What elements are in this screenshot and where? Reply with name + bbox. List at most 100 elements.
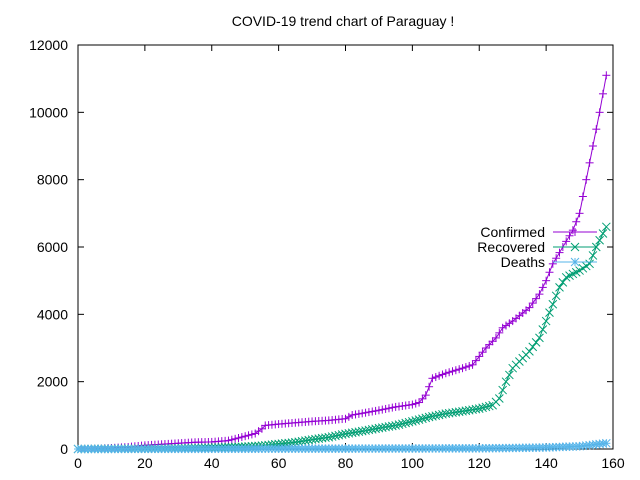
- legend-label-recovered: Recovered: [477, 239, 545, 255]
- data-point-confirmed: [555, 248, 564, 257]
- data-point-confirmed: [428, 374, 437, 383]
- x-tick-label: 0: [74, 455, 82, 471]
- data-point-recovered: [535, 333, 544, 343]
- data-point-confirmed: [538, 283, 547, 292]
- data-point-confirmed: [438, 370, 447, 379]
- data-point-recovered: [598, 229, 608, 238]
- data-point-confirmed: [542, 276, 551, 285]
- data-point-confirmed: [435, 371, 444, 380]
- series-deaths: [73, 438, 611, 454]
- data-point-confirmed: [381, 404, 390, 413]
- y-tick-label: 10000: [29, 104, 68, 120]
- x-tick-label: 100: [401, 455, 425, 471]
- data-point-confirmed: [488, 337, 497, 346]
- data-point-confirmed: [598, 89, 607, 98]
- data-point-confirmed: [478, 348, 487, 357]
- data-point-recovered: [558, 277, 568, 287]
- series-confirmed: [74, 71, 611, 453]
- data-point-confirmed: [441, 369, 450, 378]
- chart-title: COVID-19 trend chart of Paraguay !: [232, 13, 455, 29]
- data-point-confirmed: [425, 382, 434, 391]
- data-point-confirmed: [388, 403, 397, 412]
- data-point-recovered: [525, 347, 534, 356]
- data-point-recovered: [331, 431, 340, 441]
- data-point-recovered: [414, 415, 424, 424]
- data-point-recovered: [484, 401, 494, 411]
- data-point-recovered: [501, 377, 511, 387]
- data-point-confirmed: [368, 407, 377, 416]
- y-tick-label: 6000: [37, 239, 68, 255]
- data-point-recovered: [411, 416, 421, 425]
- data-point-confirmed: [418, 394, 427, 403]
- data-point-confirmed: [565, 231, 574, 240]
- data-point-confirmed: [532, 294, 541, 303]
- data-point-confirmed: [371, 406, 380, 415]
- data-point-confirmed: [411, 399, 420, 408]
- data-point-confirmed: [471, 356, 480, 365]
- data-point-recovered: [391, 421, 401, 430]
- data-point-confirmed: [364, 408, 373, 417]
- data-point-confirmed: [552, 254, 561, 263]
- data-point-confirmed: [562, 237, 571, 246]
- data-point-confirmed: [575, 209, 584, 218]
- data-point-confirmed: [354, 409, 363, 418]
- data-point-recovered: [538, 325, 548, 334]
- data-point-confirmed: [595, 108, 604, 117]
- data-point-confirmed: [572, 217, 581, 226]
- data-point-recovered: [387, 421, 397, 431]
- data-point-confirmed: [505, 319, 514, 328]
- data-point-recovered: [551, 291, 561, 301]
- data-point-confirmed: [458, 364, 467, 373]
- data-point-confirmed: [545, 268, 554, 277]
- data-point-confirmed: [378, 405, 387, 414]
- data-point-confirmed: [227, 435, 236, 444]
- data-point-confirmed: [582, 175, 591, 184]
- data-point-confirmed: [415, 398, 424, 407]
- data-point-confirmed: [455, 365, 464, 374]
- y-tick-label: 2000: [37, 374, 68, 390]
- data-point-confirmed: [384, 404, 393, 413]
- data-point-recovered: [404, 417, 414, 427]
- legend-marker-deaths: [570, 257, 580, 267]
- data-point-recovered: [327, 432, 337, 441]
- data-point-recovered: [401, 418, 411, 428]
- data-point-recovered: [418, 414, 427, 424]
- data-point-recovered: [394, 420, 404, 429]
- data-point-confirmed: [535, 290, 544, 299]
- data-point-confirmed: [465, 361, 474, 370]
- data-point-recovered: [428, 411, 437, 421]
- x-tick-label: 140: [534, 455, 558, 471]
- data-point-confirmed: [491, 333, 500, 342]
- series-layer: [73, 71, 611, 454]
- data-point-recovered: [531, 338, 541, 347]
- data-point-confirmed: [341, 414, 350, 423]
- data-point-recovered: [324, 432, 334, 442]
- data-point-confirmed: [588, 142, 597, 150]
- data-point-confirmed: [485, 340, 494, 349]
- data-point-confirmed: [351, 410, 360, 419]
- data-point-confirmed: [528, 299, 537, 308]
- legend-label-deaths: Deaths: [501, 254, 545, 270]
- y-tick-label: 8000: [37, 172, 68, 188]
- data-point-confirmed: [495, 328, 504, 337]
- legend-label-confirmed: Confirmed: [480, 224, 545, 240]
- data-point-confirmed: [481, 344, 490, 352]
- data-point-recovered: [434, 410, 444, 420]
- data-point-confirmed: [361, 408, 370, 417]
- x-tick-label: 60: [271, 455, 287, 471]
- data-point-confirmed: [475, 352, 484, 361]
- data-point-recovered: [555, 283, 564, 292]
- data-point-confirmed: [451, 366, 460, 375]
- data-point-recovered: [424, 412, 434, 422]
- data-point-confirmed: [247, 430, 256, 439]
- data-point-confirmed: [548, 259, 557, 268]
- data-point-confirmed: [421, 391, 430, 400]
- data-point-recovered: [548, 299, 558, 309]
- data-point-recovered: [541, 316, 551, 326]
- data-point-recovered: [474, 404, 484, 413]
- data-point-recovered: [528, 342, 538, 352]
- x-tick-label: 160: [601, 455, 625, 471]
- data-point-confirmed: [498, 323, 507, 332]
- data-point-confirmed: [468, 360, 477, 369]
